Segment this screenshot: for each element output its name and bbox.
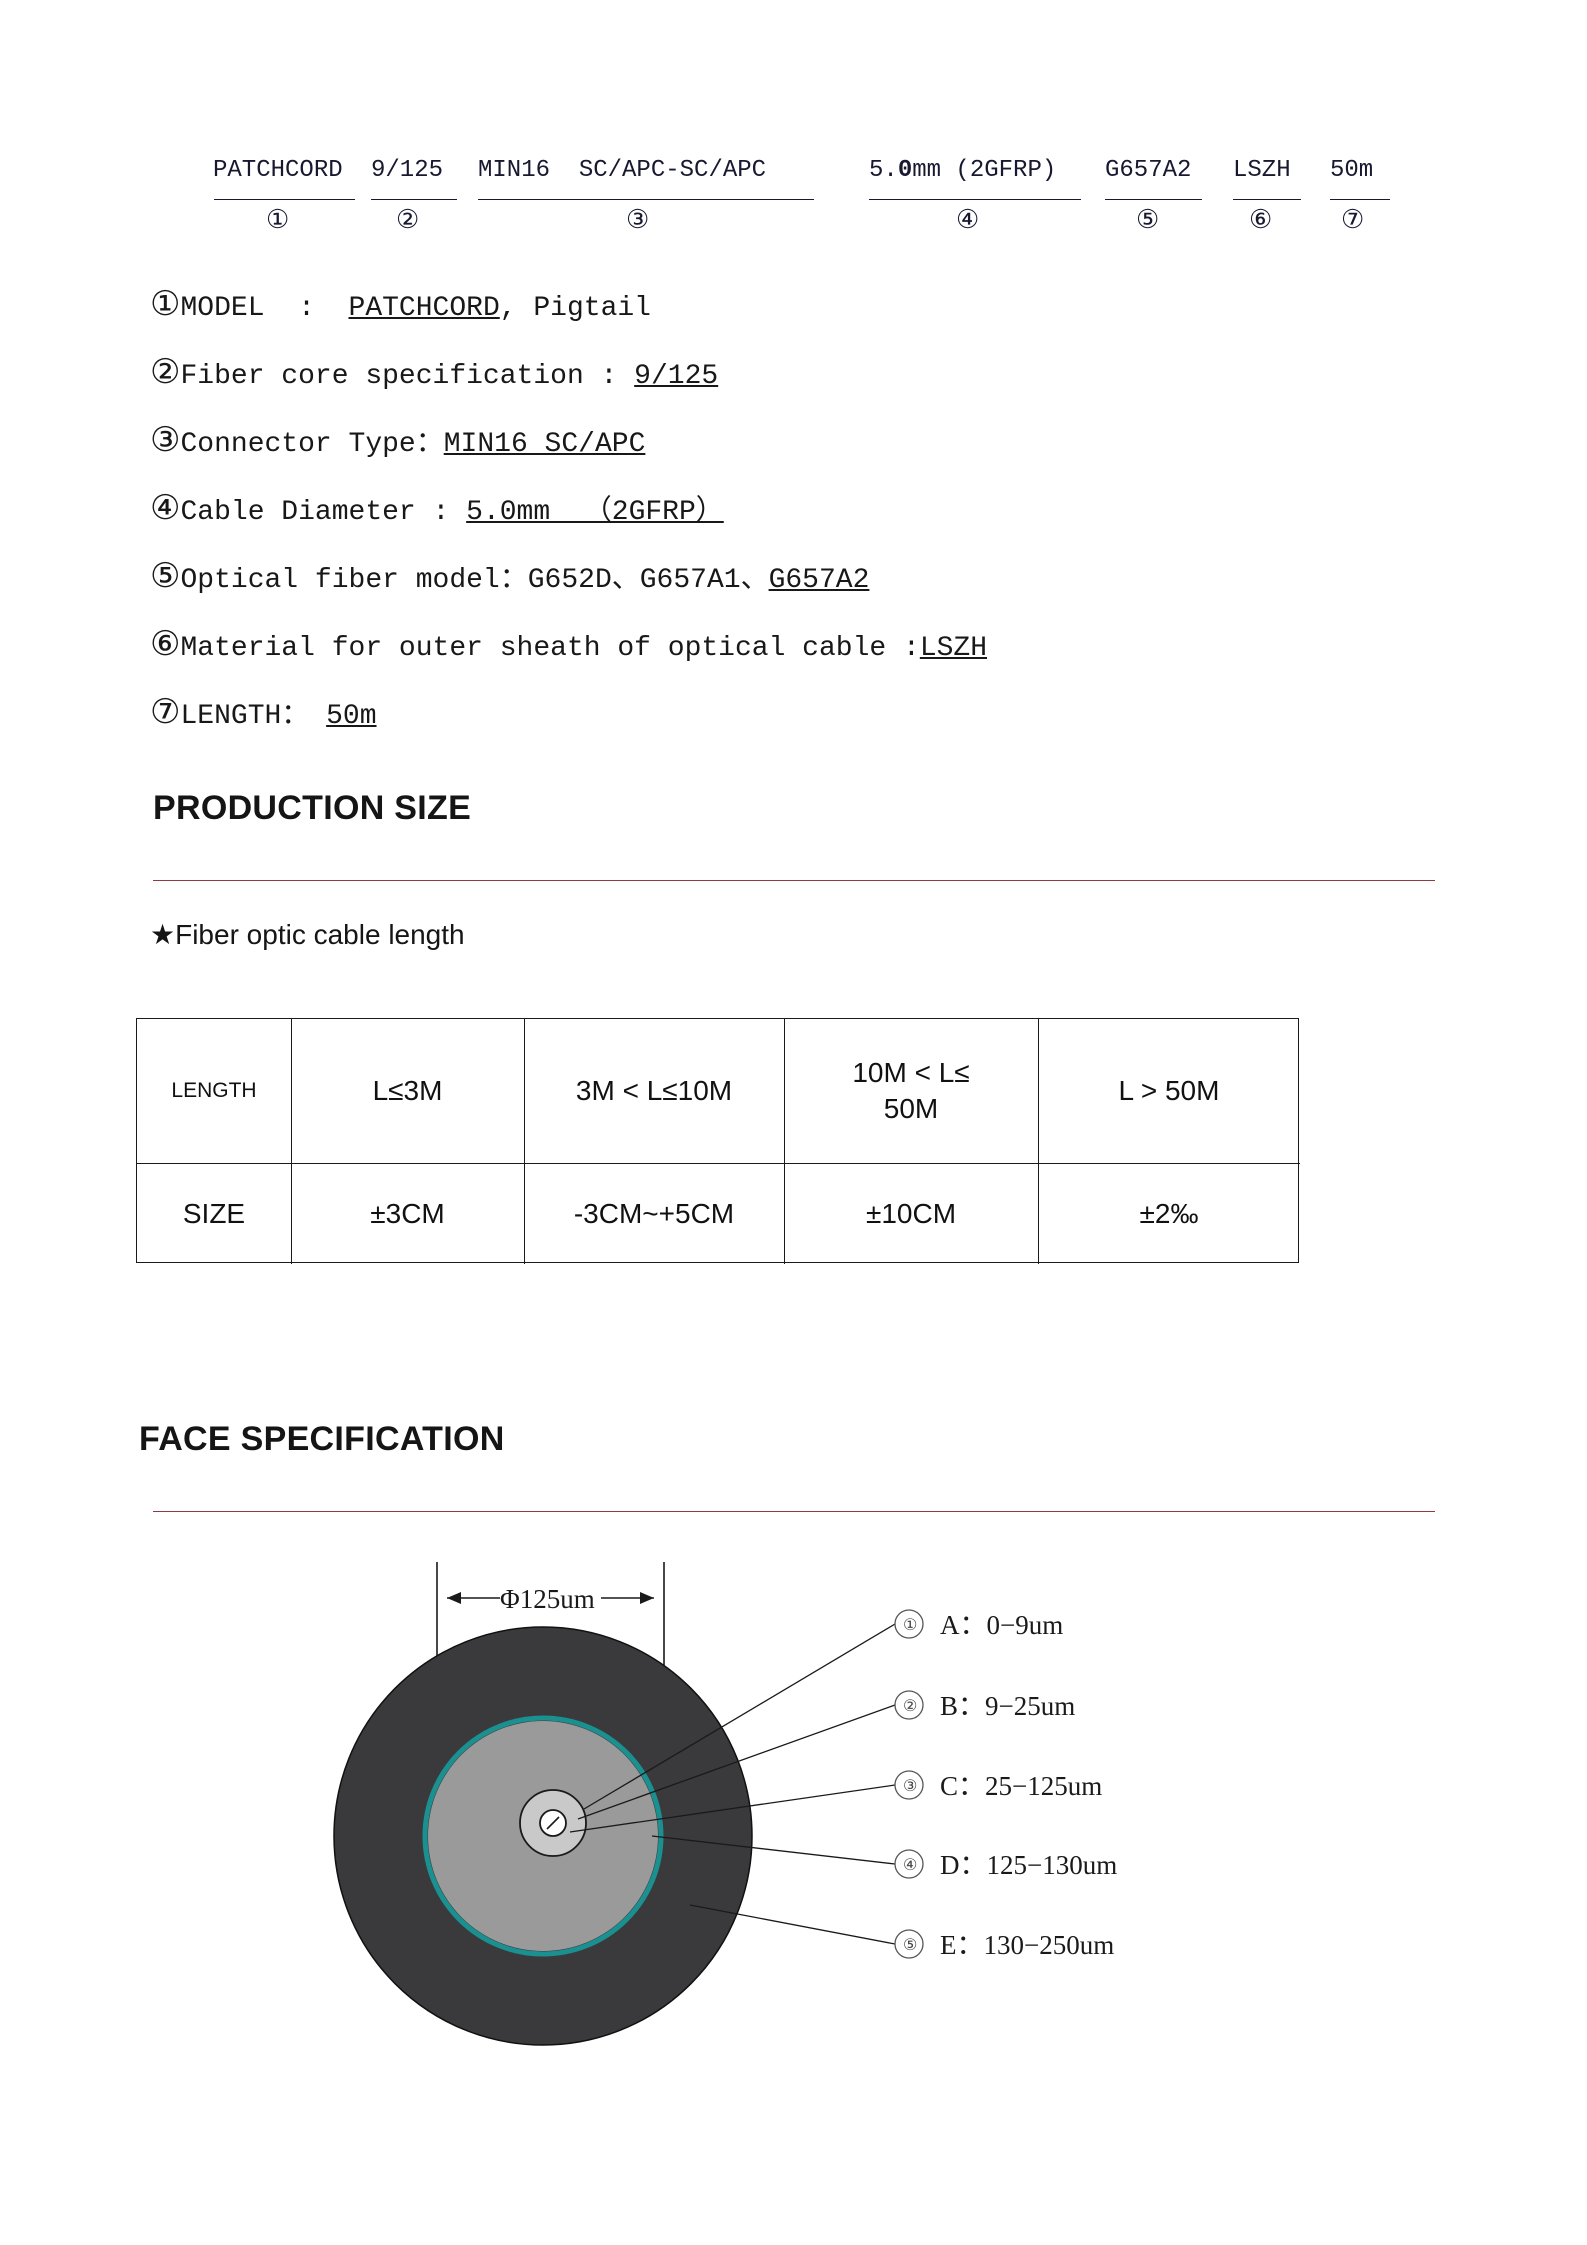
svg-text:C：25−125um: C：25−125um [940,1771,1102,1801]
svg-text:③: ③ [903,1778,917,1795]
svg-text:B：9−25um: B：9−25um [940,1691,1075,1721]
svg-text:A：0−9um: A：0−9um [940,1610,1063,1640]
svg-text:④: ④ [903,1857,917,1874]
svg-text:D：125−130um: D：125−130um [940,1850,1117,1880]
svg-text:E：130−250um: E：130−250um [940,1930,1114,1960]
svg-text:②: ② [903,1698,917,1715]
svg-text:Φ125um: Φ125um [500,1584,595,1614]
svg-text:①: ① [903,1617,917,1634]
svg-text:⑤: ⑤ [903,1937,917,1954]
